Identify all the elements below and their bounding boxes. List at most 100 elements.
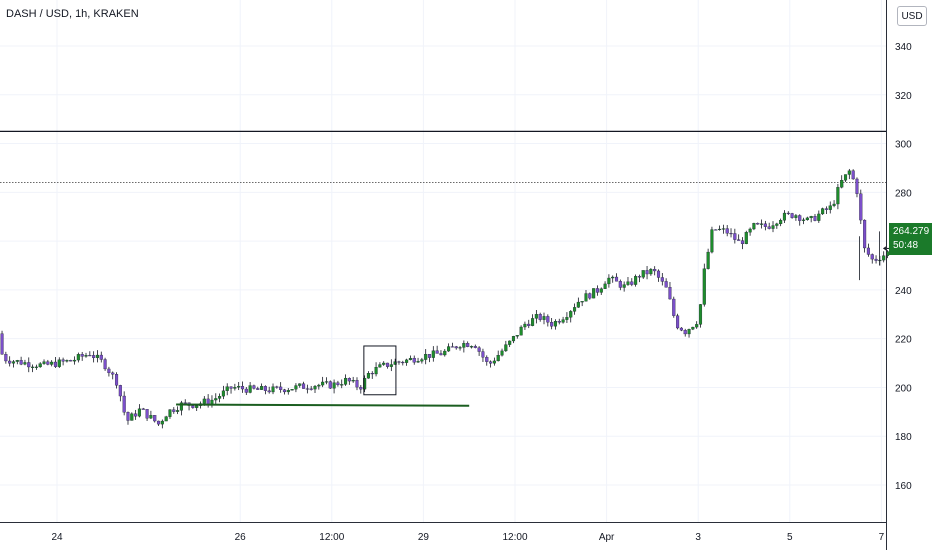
time-tick-label: 7 xyxy=(879,532,885,543)
candle-body xyxy=(599,288,603,293)
candle-body xyxy=(424,354,428,360)
price-tick-label: 300 xyxy=(895,140,912,151)
candle-body xyxy=(473,346,477,348)
candle-body xyxy=(351,380,355,382)
chart-drawings[interactable] xyxy=(176,131,932,407)
candle-body xyxy=(229,386,233,389)
candle-body xyxy=(744,232,748,245)
candle-body xyxy=(355,380,359,388)
candle-body xyxy=(294,385,298,390)
candle-body xyxy=(649,269,653,275)
candle-body xyxy=(267,390,271,393)
candle-body xyxy=(153,415,157,422)
candle-body xyxy=(95,354,100,358)
candle-body xyxy=(27,362,31,368)
candle-body xyxy=(870,254,874,260)
candle-body xyxy=(221,390,225,397)
candle-body xyxy=(69,360,73,362)
candle-body xyxy=(263,386,267,391)
candle-body xyxy=(832,203,836,206)
candle-body xyxy=(191,405,195,408)
candle-body xyxy=(176,410,180,412)
candle-body xyxy=(92,355,96,358)
candle-body xyxy=(4,354,8,362)
currency-button[interactable]: USD xyxy=(897,6,927,26)
candle-body xyxy=(698,304,703,325)
candle-body xyxy=(718,228,722,231)
candle-body xyxy=(760,223,764,225)
candle-body xyxy=(572,307,577,312)
candle-body xyxy=(580,301,584,303)
candle-body xyxy=(359,386,363,390)
candle-body xyxy=(405,359,409,363)
candle-body xyxy=(687,329,691,335)
candle-body xyxy=(595,288,599,293)
candle-body xyxy=(431,350,435,358)
candle-body xyxy=(622,284,626,288)
candle-body xyxy=(84,355,88,357)
candle-body xyxy=(660,277,664,282)
candle-body xyxy=(721,228,725,230)
candle-body xyxy=(103,359,107,370)
candle-body xyxy=(527,323,531,326)
candle-body xyxy=(813,216,817,221)
candle-body xyxy=(218,396,222,399)
candle-body xyxy=(412,357,416,363)
candle-body xyxy=(260,386,264,390)
candle-body xyxy=(611,276,615,279)
candle-body xyxy=(821,208,825,215)
candlestick-series xyxy=(0,168,912,429)
candle-body xyxy=(179,402,183,411)
candle-body xyxy=(290,389,294,391)
candle-body xyxy=(282,389,287,393)
price-tick-label: 340 xyxy=(895,42,912,53)
candle-body xyxy=(672,298,676,316)
candle-body xyxy=(317,384,321,387)
candle-body xyxy=(496,355,500,362)
candle-body xyxy=(466,343,470,347)
candle-body xyxy=(76,354,80,361)
candle-body xyxy=(817,213,821,221)
candle-body xyxy=(511,336,516,342)
candle-body xyxy=(592,288,596,299)
candle-body xyxy=(691,326,695,330)
candle-body xyxy=(565,317,569,320)
candle-body xyxy=(156,420,161,425)
rectangle-drawing[interactable] xyxy=(363,345,397,396)
time-tick-label: 12:00 xyxy=(319,532,344,543)
candle-body xyxy=(435,350,439,354)
candle-body xyxy=(172,409,176,412)
candle-body xyxy=(782,212,787,221)
candle-body xyxy=(618,281,622,288)
candle-body xyxy=(706,251,710,269)
candle-body xyxy=(19,360,23,365)
candle-body xyxy=(614,276,619,282)
candle-body xyxy=(31,366,35,368)
candle-body xyxy=(752,223,756,230)
candle-body xyxy=(305,388,309,390)
candle-body xyxy=(46,361,50,365)
candle-body xyxy=(275,386,279,388)
candle-body xyxy=(794,215,798,218)
candle-body xyxy=(492,360,496,364)
support-trend-line[interactable] xyxy=(176,403,470,407)
candle-body xyxy=(57,359,61,367)
candle-body xyxy=(775,223,779,226)
candle-body xyxy=(141,408,145,410)
candle-body xyxy=(420,359,424,362)
candle-body xyxy=(748,228,752,233)
candle-body xyxy=(630,281,634,285)
candle-body xyxy=(160,420,164,425)
candle-body xyxy=(378,364,382,368)
candle-body xyxy=(134,413,138,417)
candle-body xyxy=(588,293,592,299)
candle-body xyxy=(756,223,760,225)
candle-body xyxy=(607,277,611,285)
candle-body xyxy=(107,368,111,374)
horizontal-levels[interactable] xyxy=(0,130,886,183)
candle-body xyxy=(385,362,390,367)
candle-body xyxy=(801,219,806,221)
last-price-value: 264.279 xyxy=(893,226,930,237)
